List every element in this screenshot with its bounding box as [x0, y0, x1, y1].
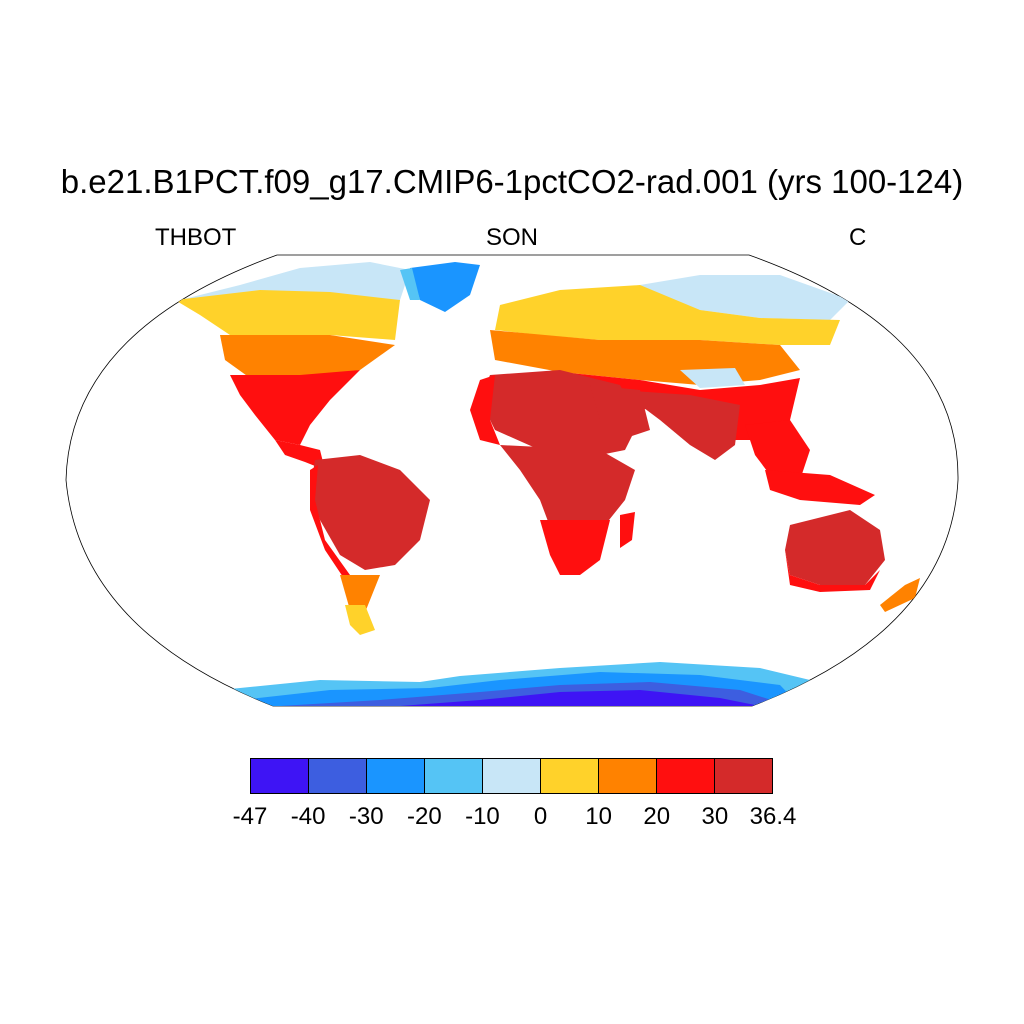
colorbar-swatch — [425, 759, 483, 793]
southeast-asia — [745, 420, 810, 480]
north-america-cool — [175, 290, 400, 340]
colorbar-tick-label: -10 — [465, 803, 500, 830]
colorbar — [250, 758, 773, 794]
colorbar-tick-label: -30 — [348, 803, 384, 830]
variable-label: THBOT — [155, 224, 237, 251]
season-label: SON — [485, 224, 538, 251]
temperature-field — [175, 262, 920, 706]
africa-rim — [470, 375, 500, 445]
south-asia-hot — [620, 390, 740, 460]
antarctica-plateau — [400, 690, 760, 706]
north-america-mid — [220, 335, 395, 378]
north-america-warm — [230, 370, 360, 445]
madagascar — [620, 512, 635, 548]
arabia — [590, 385, 650, 440]
indonesia — [765, 470, 875, 505]
colorbar-swatch — [483, 759, 541, 793]
colorbar-swatch — [309, 759, 367, 793]
greenland — [410, 262, 480, 312]
colorbar-swatch — [599, 759, 657, 793]
tibet-cool — [680, 368, 745, 388]
australia — [785, 510, 885, 585]
new-zealand — [880, 578, 920, 612]
australia-rim — [785, 550, 880, 592]
colorbar-swatch — [251, 759, 309, 793]
colorbar-tick-label: 0 — [533, 803, 548, 830]
eurasia-cool — [495, 285, 840, 345]
patagonia — [345, 605, 375, 635]
plot-title: b.e21.B1PCT.f09_g17.CMIP6-1pctCO2-rad.00… — [60, 163, 964, 200]
colorbar-tick-label: 36.4 — [749, 803, 797, 830]
south-america-hot — [310, 455, 430, 570]
colorbar-tick-label: 10 — [585, 803, 613, 830]
colorbar-swatch — [541, 759, 599, 793]
colorbar-tick-label: -40 — [290, 803, 326, 830]
greenland-edge — [400, 268, 420, 300]
south-america-south — [340, 575, 380, 625]
colorbar-tick-label: 20 — [643, 803, 671, 830]
colorbar-tick-label: 30 — [701, 803, 729, 830]
colorbar-tick-label: -20 — [406, 803, 442, 830]
colorbar-swatch — [367, 759, 425, 793]
colorbar-labels: -47 -40 -30 -20 -10 0 10 20 30 36.4 — [0, 803, 1024, 833]
colorbar-swatch — [657, 759, 715, 793]
colorbar-swatch — [715, 759, 772, 793]
eurasia-north-cold — [640, 275, 850, 320]
units-label: C — [849, 224, 867, 251]
central-america — [275, 440, 325, 470]
africa-south-rim — [540, 520, 610, 575]
colorbar-tick-label: -47 — [232, 803, 268, 830]
